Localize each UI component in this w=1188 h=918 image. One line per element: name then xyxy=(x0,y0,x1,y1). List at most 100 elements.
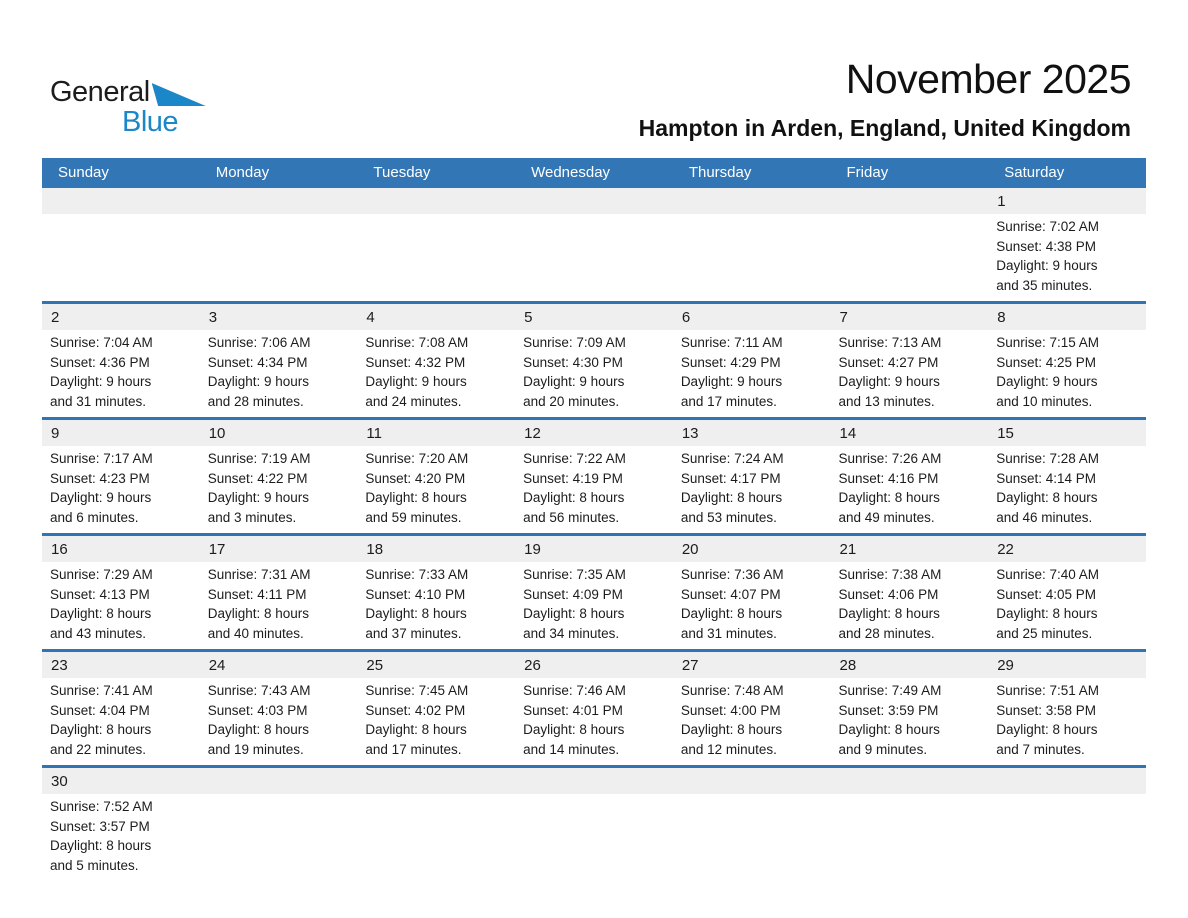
empty-cell xyxy=(200,188,358,301)
day-cell-1: 1 Sunrise: 7:02 AM Sunset: 4:38 PM Daylight… xyxy=(988,188,1146,301)
sunrise-line: Sunrise: 7:48 AM xyxy=(680,683,784,698)
sunset-line: Sunset: 4:01 PM xyxy=(523,702,623,718)
daylight-line: Daylight: 8 hours xyxy=(207,722,310,737)
daylight-line-cont: and 3 minutes. xyxy=(207,509,297,525)
day-number: 22 xyxy=(997,541,1014,558)
sunset-line: Sunset: 4:10 PM xyxy=(365,586,466,602)
daylight-line-cont: and 9 minutes. xyxy=(838,741,928,757)
day-cell-23: 23 Sunrise: 7:41 AM Sunset: 4:04 PM Dayligh… xyxy=(42,652,200,765)
week-row-6: 30 Sunrise: 7:52 AM Sunset: 3:57 PM Dayligh… xyxy=(42,765,1146,885)
day-number xyxy=(831,188,989,214)
sunrise-line: Sunrise: 7:51 AM xyxy=(996,683,1100,698)
sunset-line: Sunset: 4:27 PM xyxy=(838,354,939,370)
daylight-line-cont: and 35 minutes. xyxy=(996,277,1093,293)
sunset-line: Sunset: 4:23 PM xyxy=(50,470,150,486)
daylight-line-cont: and 31 minutes. xyxy=(680,625,777,641)
day-cell-5: 5 Sunrise: 7:09 AM Sunset: 4:30 PM Daylight… xyxy=(515,304,673,417)
daylight-line-cont: and 40 minutes. xyxy=(207,625,304,641)
day-details: Sunrise: 7:45 AM Sunset: 4:02 PM Daylight:… xyxy=(357,678,515,759)
day-number xyxy=(515,188,673,214)
day-number: 4 xyxy=(366,309,375,326)
sunrise-line: Sunrise: 7:36 AM xyxy=(680,567,784,582)
day-number: 23 xyxy=(51,657,68,674)
day-details: Sunrise: 7:28 AM Sunset: 4:14 PM Daylight:… xyxy=(988,446,1146,527)
daylight-line-cont: and 10 minutes. xyxy=(996,393,1093,409)
day-details: Sunrise: 7:09 AM Sunset: 4:30 PM Daylight:… xyxy=(515,330,673,411)
sunrise-line: Sunrise: 7:02 AM xyxy=(996,219,1100,234)
daylight-line: Daylight: 8 hours xyxy=(50,722,152,737)
sunset-line: Sunset: 4:07 PM xyxy=(680,586,781,602)
week-row-4: 16 Sunrise: 7:29 AM Sunset: 4:13 PM Dayligh… xyxy=(42,533,1146,649)
sunrise-line: Sunrise: 7:31 AM xyxy=(207,567,311,582)
weekday-header-wednesday: Wednesday xyxy=(531,164,611,181)
day-number: 29 xyxy=(997,657,1014,674)
sunrise-line: Sunrise: 7:06 AM xyxy=(207,335,311,350)
day-details: Sunrise: 7:20 AM Sunset: 4:20 PM Daylight:… xyxy=(357,446,515,527)
empty-cell xyxy=(515,768,673,885)
day-details: Sunrise: 7:04 AM Sunset: 4:36 PM Daylight:… xyxy=(42,330,200,411)
day-number xyxy=(357,768,515,794)
day-cell-9: 9 Sunrise: 7:17 AM Sunset: 4:23 PM Daylight… xyxy=(42,420,200,533)
sunset-line: Sunset: 4:25 PM xyxy=(996,354,1097,370)
day-number: 6 xyxy=(681,309,691,326)
day-number: 12 xyxy=(524,425,541,442)
sunset-line: Sunset: 3:58 PM xyxy=(996,702,1097,718)
day-cell-19: 19 Sunrise: 7:35 AM Sunset: 4:09 PM Dayligh… xyxy=(515,536,673,649)
daylight-line: Daylight: 9 hours xyxy=(50,490,152,505)
day-number: 17 xyxy=(208,541,226,558)
empty-cell xyxy=(673,188,831,301)
sunrise-line: Sunrise: 7:09 AM xyxy=(523,335,626,350)
sunset-line: Sunset: 4:06 PM xyxy=(838,586,939,602)
day-number xyxy=(673,188,831,214)
sunrise-line: Sunrise: 7:43 AM xyxy=(207,683,311,698)
calendar-table: Sunday Monday Tuesday Wednesday Thursday Frid… xyxy=(42,158,1146,885)
day-details: Sunrise: 7:13 AM Sunset: 4:27 PM Daylight:… xyxy=(831,330,989,411)
day-cell-22: 22 Sunrise: 7:40 AM Sunset: 4:05 PM Dayligh… xyxy=(988,536,1146,649)
logo-text-general: General xyxy=(50,76,150,108)
day-details: Sunrise: 7:52 AM Sunset: 3:57 PM Daylight:… xyxy=(42,794,200,875)
daylight-line: Daylight: 8 hours xyxy=(50,606,152,621)
weekday-header-sunday: Sunday xyxy=(58,164,109,181)
day-number: 26 xyxy=(524,657,541,674)
day-number: 15 xyxy=(997,425,1014,442)
day-number: 3 xyxy=(208,309,218,326)
day-details: Sunrise: 7:33 AM Sunset: 4:10 PM Daylight:… xyxy=(357,562,515,643)
day-number xyxy=(831,768,989,794)
sunrise-line: Sunrise: 7:26 AM xyxy=(838,451,942,466)
daylight-line-cont: and 46 minutes. xyxy=(996,509,1093,525)
daylight-line-cont: and 59 minutes. xyxy=(365,509,462,525)
daylight-line: Daylight: 8 hours xyxy=(365,490,467,505)
daylight-line-cont: and 25 minutes. xyxy=(996,625,1093,641)
day-number: 19 xyxy=(524,541,541,558)
day-number xyxy=(673,768,831,794)
sunset-line: Sunset: 4:09 PM xyxy=(523,586,623,602)
daylight-line: Daylight: 9 hours xyxy=(838,374,940,389)
daylight-line: Daylight: 9 hours xyxy=(996,258,1098,273)
daylight-line-cont: and 28 minutes. xyxy=(838,625,935,641)
day-cell-29: 29 Sunrise: 7:51 AM Sunset: 3:58 PM Dayligh… xyxy=(988,652,1146,765)
sunset-line: Sunset: 3:57 PM xyxy=(50,818,150,834)
sunset-line: Sunset: 4:16 PM xyxy=(838,470,939,486)
daylight-line: Daylight: 9 hours xyxy=(996,374,1098,389)
daylight-line-cont: and 12 minutes. xyxy=(680,741,777,757)
daylight-line-cont: and 43 minutes. xyxy=(50,625,147,641)
day-cell-28: 28 Sunrise: 7:49 AM Sunset: 3:59 PM Dayligh… xyxy=(831,652,989,765)
day-cell-21: 21 Sunrise: 7:38 AM Sunset: 4:06 PM Dayligh… xyxy=(831,536,989,649)
daylight-line: Daylight: 8 hours xyxy=(838,606,940,621)
daylight-line: Daylight: 9 hours xyxy=(680,374,783,389)
daylight-line-cont: and 17 minutes. xyxy=(680,393,777,409)
daylight-line: Daylight: 8 hours xyxy=(365,722,467,737)
sunrise-line: Sunrise: 7:41 AM xyxy=(50,683,153,698)
weekday-header-saturday: Saturday xyxy=(1004,164,1065,181)
week-row-2: 2 Sunrise: 7:04 AM Sunset: 4:36 PM Daylight… xyxy=(42,301,1146,417)
sunset-line: Sunset: 4:04 PM xyxy=(50,702,150,718)
day-cell-15: 15 Sunrise: 7:28 AM Sunset: 4:14 PM Dayligh… xyxy=(988,420,1146,533)
day-number: 9 xyxy=(51,425,60,442)
empty-cell xyxy=(200,768,358,885)
title-block: November 2025 Hampton in Arden, England,… xyxy=(639,56,1132,142)
day-number: 5 xyxy=(524,309,533,326)
day-number: 24 xyxy=(208,657,226,674)
day-number: 1 xyxy=(997,193,1006,210)
sunset-line: Sunset: 4:13 PM xyxy=(50,586,150,602)
sunrise-line: Sunrise: 7:38 AM xyxy=(838,567,942,582)
